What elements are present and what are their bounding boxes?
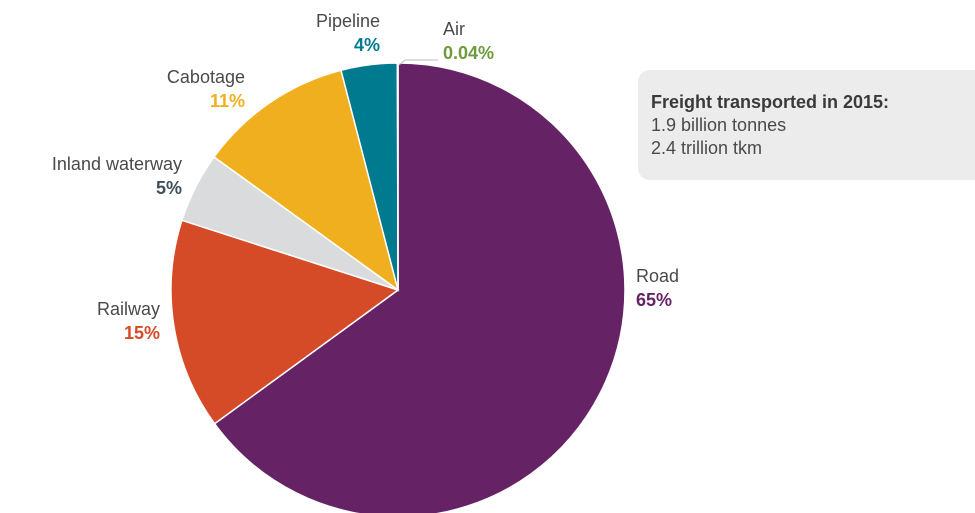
pie-slice xyxy=(396,62,399,291)
value-label: 0.04% xyxy=(443,43,494,63)
value-label: 5% xyxy=(156,178,182,198)
pie-slice xyxy=(170,219,400,425)
slice-label: Railway xyxy=(97,299,160,319)
value-label: 4% xyxy=(354,35,380,55)
slice-label: Cabotage xyxy=(167,67,245,87)
slice-label: Pipeline xyxy=(316,11,380,31)
annotation-line: 1.9 billion tonnes xyxy=(651,115,786,135)
annotation-title: Freight transported in 2015: xyxy=(651,92,889,112)
slice-label: Inland waterway xyxy=(52,154,182,174)
slice-label: Road xyxy=(636,266,679,286)
value-label: 65% xyxy=(636,290,672,310)
value-label: 11% xyxy=(210,91,245,111)
annotation-box xyxy=(638,70,975,180)
value-label: 15% xyxy=(124,323,160,343)
annotation-line: 2.4 trillion tkm xyxy=(651,138,762,158)
leader-line xyxy=(398,59,438,66)
slice-label: Air xyxy=(443,19,465,39)
pie-slice xyxy=(213,62,626,513)
pie-slice xyxy=(213,69,400,292)
